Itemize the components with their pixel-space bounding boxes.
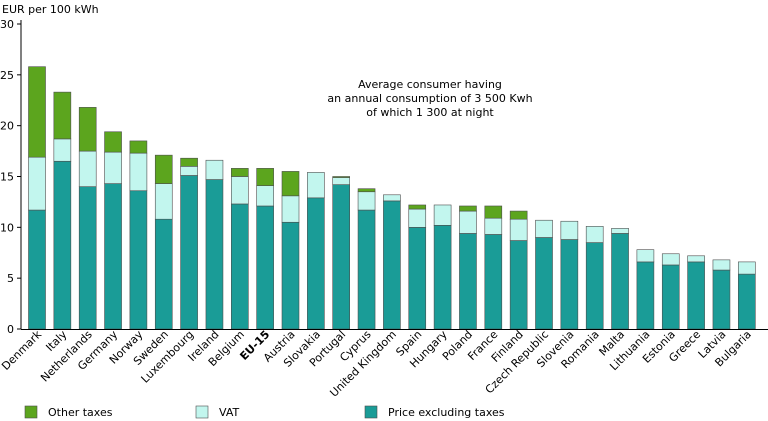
bar-segment-price-excluding-taxes <box>408 227 427 330</box>
bar-segment-price-excluding-taxes <box>585 242 604 330</box>
bar-segment-price-excluding-taxes <box>281 221 300 330</box>
legend-label: Other taxes <box>48 406 113 419</box>
y-tick-label: 25 <box>0 69 14 82</box>
bar-segment-vat <box>383 194 401 202</box>
annotation-line-1: Average consumer having <box>358 78 502 91</box>
bar-segment-other-taxes <box>129 140 148 154</box>
bar-segment-other-taxes <box>180 157 198 167</box>
bar-segment-price-excluding-taxes <box>78 186 97 330</box>
bar-segment-vat <box>459 210 477 234</box>
bars <box>28 66 756 330</box>
bar-segment-vat <box>129 152 148 192</box>
bar-segment-vat <box>535 219 553 238</box>
bar-segment-price-excluding-taxes <box>737 273 756 330</box>
bar-segment-price-excluding-taxes <box>129 190 148 330</box>
bar-segment-other-taxes <box>408 204 427 210</box>
legend-label: Price excluding taxes <box>388 406 505 419</box>
bar-segment-price-excluding-taxes <box>154 218 173 330</box>
legend-swatch <box>364 405 378 419</box>
legend-swatch <box>195 405 209 419</box>
annotation: Average consumer having an annual consum… <box>327 78 532 119</box>
bar-segment-vat <box>104 151 122 184</box>
bar-segment-price-excluding-taxes <box>484 234 503 330</box>
bar-segment-price-excluding-taxes <box>535 237 553 330</box>
bar-segment-vat <box>585 226 604 243</box>
bar-segment-vat <box>509 218 528 241</box>
bar-segment-other-taxes <box>332 176 351 178</box>
bar-segment-price-excluding-taxes <box>611 233 629 330</box>
bar-segment-other-taxes <box>509 210 528 220</box>
y-tick-label: 0 <box>7 323 14 336</box>
bar-segment-price-excluding-taxes <box>509 240 528 330</box>
bar-segment-other-taxes <box>281 171 300 197</box>
bar-segment-price-excluding-taxes <box>687 261 705 330</box>
bar-segment-price-excluding-taxes <box>53 160 72 330</box>
bar-segment-price-excluding-taxes <box>560 239 579 330</box>
bar-segment-price-excluding-taxes <box>636 261 655 330</box>
bar-segment-price-excluding-taxes <box>180 175 198 330</box>
bar-segment-price-excluding-taxes <box>712 269 731 330</box>
bar-segment-vat <box>154 183 173 220</box>
bar-segment-vat <box>433 204 452 226</box>
legend-label: VAT <box>219 406 239 419</box>
bar-segment-vat <box>53 138 72 162</box>
bar-segment-vat <box>408 208 427 228</box>
bar-segment-vat <box>307 172 325 199</box>
bar-segment-price-excluding-taxes <box>459 233 477 330</box>
bar-segment-vat <box>256 185 274 207</box>
bar-segment-other-taxes <box>484 205 503 219</box>
bar-segment-price-excluding-taxes <box>28 209 46 330</box>
bar-segment-price-excluding-taxes <box>383 200 401 330</box>
bar-segment-vat <box>281 195 300 223</box>
bar-segment-price-excluding-taxes <box>433 225 452 330</box>
bar-segment-price-excluding-taxes <box>256 205 274 330</box>
bar-segment-vat <box>231 176 249 205</box>
bar-segment-other-taxes <box>256 168 274 186</box>
bar-segment-price-excluding-taxes <box>104 183 122 330</box>
annotation-line-2: an annual consumption of 3 500 Kwh <box>327 92 532 105</box>
y-tick-label: 15 <box>0 171 14 184</box>
bar-segment-price-excluding-taxes <box>307 197 325 330</box>
bar-segment-price-excluding-taxes <box>205 179 224 330</box>
y-axis: 0 5 10 15 20 25 30 <box>0 18 22 336</box>
legend: Other taxes VAT Price excluding taxes <box>24 405 505 419</box>
bar-segment-other-taxes <box>357 188 376 193</box>
bar-segment-other-taxes <box>231 168 249 177</box>
bar-segment-vat <box>636 249 655 263</box>
bar-segment-vat <box>357 191 376 211</box>
bar-segment-vat <box>611 228 629 234</box>
bar-segment-other-taxes <box>104 131 122 153</box>
bar-segment-vat <box>180 166 198 176</box>
bar-segment-vat <box>687 255 705 263</box>
bar-segment-vat <box>78 150 97 187</box>
bar-segment-price-excluding-taxes <box>357 209 376 330</box>
bar-segment-other-taxes <box>459 205 477 212</box>
bar-segment-vat <box>332 177 351 185</box>
bar-segment-price-excluding-taxes <box>661 264 680 330</box>
bar-segment-vat <box>661 253 680 266</box>
bar-segment-other-taxes <box>53 91 72 140</box>
bar-segment-price-excluding-taxes <box>332 184 351 330</box>
bar-segment-other-taxes <box>78 107 97 152</box>
bar-segment-vat <box>28 156 46 211</box>
y-tick-label: 20 <box>0 120 14 133</box>
bar-segment-vat <box>205 159 224 180</box>
bar-segment-vat <box>560 220 579 240</box>
bar-segment-vat <box>737 261 756 275</box>
legend-swatch <box>24 405 38 419</box>
bar-segment-vat <box>712 259 731 271</box>
bar-segment-other-taxes <box>28 66 46 158</box>
bar-segment-price-excluding-taxes <box>231 203 249 330</box>
annotation-line-3: of which 1 300 at night <box>366 106 494 119</box>
y-tick-label: 10 <box>0 221 14 234</box>
bar-segment-other-taxes <box>154 154 173 184</box>
y-axis-label: EUR per 100 kWh <box>2 3 99 16</box>
y-tick-label: 30 <box>0 18 14 31</box>
x-axis: Denmark ItalyNetherlandsGermanyNorwaySwed… <box>0 327 768 400</box>
bar-segment-vat <box>484 217 503 235</box>
y-tick-label: 5 <box>7 272 14 285</box>
